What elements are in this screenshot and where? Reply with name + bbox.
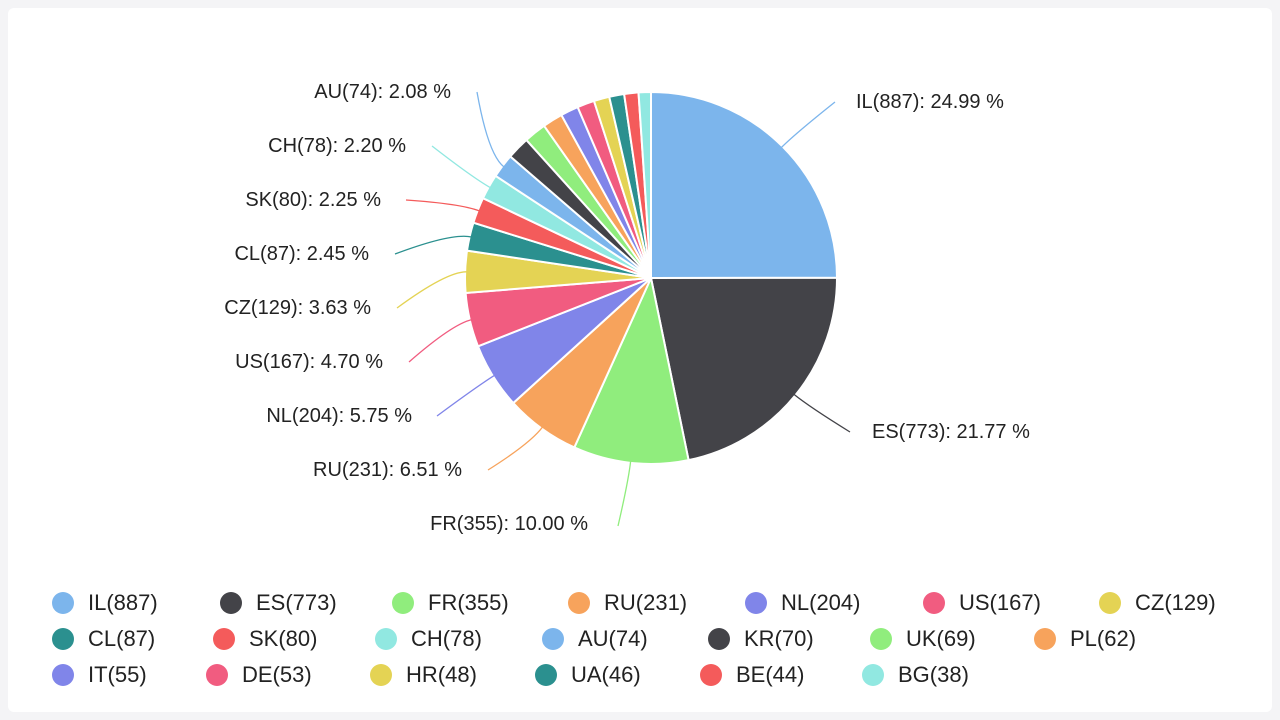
legend-marker	[375, 628, 397, 650]
legend-item-it[interactable]: IT(55)	[52, 662, 147, 688]
legend-label: FR(355)	[428, 590, 509, 615]
legend-item-us[interactable]: US(167)	[923, 590, 1041, 616]
legend-marker	[862, 664, 884, 686]
data-label: CL(87): 2.45 %	[234, 243, 369, 265]
data-label: FR(355): 10.00 %	[430, 513, 588, 535]
legend-marker	[52, 628, 74, 650]
legend-marker	[568, 592, 590, 614]
legend-marker	[1099, 592, 1121, 614]
legend-item-de[interactable]: DE(53)	[206, 662, 312, 688]
legend-item-hr[interactable]: HR(48)	[370, 662, 477, 688]
connector-line	[487, 426, 544, 471]
data-label: AU(74): 2.08 %	[314, 81, 451, 103]
legend-label: SK(80)	[249, 626, 318, 651]
connector-line	[793, 393, 851, 433]
connector-line	[405, 199, 480, 212]
legend-row: CL(87) SK(80) CH(78) AU(74) KR(70) UK(69) PL(6…	[52, 621, 1252, 657]
legend-item-uk[interactable]: UK(69)	[870, 626, 976, 652]
legend-item-ch[interactable]: CH(78)	[375, 626, 482, 652]
legend-marker	[745, 592, 767, 614]
legend-label: RU(231)	[604, 590, 688, 615]
data-label: US(167): 4.70 %	[235, 351, 383, 373]
data-label: ES(773): 21.77 %	[872, 421, 1030, 443]
legend-label: UK(69)	[906, 626, 976, 651]
legend-label: US(167)	[959, 590, 1041, 615]
legend-label: KR(70)	[744, 626, 814, 651]
legend-marker	[700, 664, 722, 686]
legend-marker	[708, 628, 730, 650]
legend-marker	[923, 592, 945, 614]
legend-label: IT(55)	[88, 662, 147, 687]
legend-label: DE(53)	[242, 662, 312, 687]
legend-item-nl[interactable]: NL(204)	[745, 590, 860, 616]
legend-label: BE(44)	[736, 662, 805, 687]
legend-marker	[870, 628, 892, 650]
legend-marker	[1034, 628, 1056, 650]
legend-marker	[220, 592, 242, 614]
legend-marker	[52, 664, 74, 686]
pie-slice-il[interactable]	[650, 90, 839, 280]
connector-line	[617, 460, 632, 527]
connector-line	[431, 145, 491, 189]
legend-item-bg[interactable]: BG(38)	[862, 662, 969, 688]
connector-line	[476, 91, 505, 168]
legend-marker	[392, 592, 414, 614]
legend-item-cl[interactable]: CL(87)	[52, 626, 155, 652]
legend-item-il[interactable]: IL(887)	[52, 590, 158, 616]
legend-label: NL(204)	[781, 590, 861, 615]
connector-line	[780, 101, 836, 149]
legend-row: IL(887) ES(773) FR(355) RU(231) NL(204) US(16…	[52, 585, 1252, 621]
legend-label: ES(773)	[256, 590, 337, 615]
legend-item-kr[interactable]: KR(70)	[708, 626, 814, 652]
legend-item-fr[interactable]: FR(355)	[392, 590, 509, 616]
legend-item-ua[interactable]: UA(46)	[535, 662, 641, 688]
data-label: IL(887): 24.99 %	[856, 91, 1004, 113]
data-label: CH(78): 2.20 %	[268, 135, 406, 157]
legend-label: HR(48)	[406, 662, 477, 687]
legend: IL(887) ES(773) FR(355) RU(231) NL(204) US(16…	[52, 585, 1252, 693]
legend-item-cz[interactable]: CZ(129)	[1099, 590, 1216, 616]
legend-label: PL(62)	[1070, 626, 1137, 651]
data-label: CZ(129): 3.63 %	[224, 297, 371, 319]
data-label: RU(231): 6.51 %	[313, 459, 462, 481]
legend-item-sk[interactable]: SK(80)	[213, 626, 317, 652]
connector-line	[394, 235, 472, 255]
legend-row: IT(55) DE(53) HR(48) UA(46) BE(44) BG(38)	[52, 657, 1252, 693]
legend-item-es[interactable]: ES(773)	[220, 590, 337, 616]
legend-label: CZ(129)	[1135, 590, 1216, 615]
legend-label: CL(87)	[88, 626, 156, 651]
legend-marker	[52, 592, 74, 614]
connector-line	[396, 271, 468, 309]
data-label: SK(80): 2.25 %	[245, 189, 381, 211]
legend-label: UA(46)	[571, 662, 641, 687]
legend-marker	[542, 628, 564, 650]
legend-marker	[206, 664, 228, 686]
legend-label: CH(78)	[411, 626, 482, 651]
pie-slice-bg[interactable]	[637, 90, 652, 279]
legend-label: IL(887)	[88, 590, 158, 615]
legend-item-be[interactable]: BE(44)	[700, 662, 804, 688]
legend-label: AU(74)	[578, 626, 648, 651]
legend-marker	[535, 664, 557, 686]
legend-marker	[213, 628, 235, 650]
connector-line	[408, 319, 472, 363]
data-label: NL(204): 5.75 %	[266, 405, 412, 427]
legend-label: BG(38)	[898, 662, 969, 687]
connector-line	[436, 374, 496, 417]
legend-marker	[370, 664, 392, 686]
legend-item-au[interactable]: AU(74)	[542, 626, 648, 652]
legend-item-ru[interactable]: RU(231)	[568, 590, 687, 616]
legend-item-pl[interactable]: PL(62)	[1034, 626, 1136, 652]
